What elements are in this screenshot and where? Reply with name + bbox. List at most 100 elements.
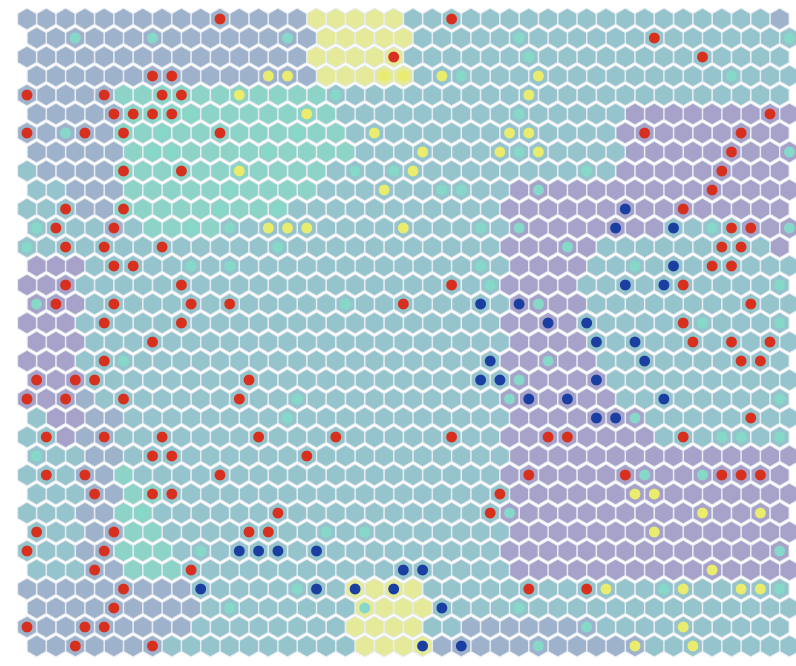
som-hex-cell — [470, 330, 491, 354]
som-hex-cell — [422, 615, 443, 639]
som-hex-cell — [238, 216, 259, 240]
som-hex-cell — [663, 596, 684, 620]
som-hex-cell — [615, 501, 636, 525]
som-node-marker — [475, 260, 486, 272]
som-hex-cell — [422, 463, 443, 487]
som-hex-cell — [644, 140, 665, 164]
som-hex-cell — [335, 330, 356, 354]
som-hex-cell — [200, 482, 221, 506]
som-node-marker — [166, 108, 178, 120]
som-node-marker — [98, 621, 110, 633]
som-hex-cell — [258, 444, 279, 468]
som-hex-cell — [200, 406, 221, 430]
som-hex-cell — [345, 425, 366, 449]
som-hex-cell — [682, 178, 703, 202]
som-hex-cell — [258, 178, 279, 202]
som-hex-cell — [422, 311, 443, 335]
som-hex-cell — [634, 501, 655, 525]
som-hex-cell — [412, 102, 433, 126]
som-hex-cell — [26, 634, 47, 658]
som-hex-cell — [45, 64, 66, 88]
som-hex-cell — [287, 235, 308, 259]
som-hex-cell — [316, 102, 337, 126]
som-hex-cell — [470, 140, 491, 164]
som-hex-cell — [374, 558, 395, 582]
som-node-marker — [629, 412, 641, 424]
som-hex-cell — [403, 577, 423, 601]
som-hex-cell — [229, 7, 250, 31]
som-hex-cell — [200, 26, 221, 50]
som-hex-cell — [460, 463, 481, 487]
som-hex-cell — [634, 7, 655, 31]
som-hex-cell — [557, 197, 578, 221]
som-hex-cell — [682, 406, 703, 430]
som-hex-cell — [489, 558, 510, 582]
som-hex-cell — [200, 140, 221, 164]
som-hex-cell — [171, 235, 192, 259]
som-hex-cell — [538, 235, 559, 259]
som-hex-cell — [258, 482, 279, 506]
som-hex-cell — [364, 501, 385, 525]
som-hex-cell — [682, 444, 703, 468]
som-hex-cell — [287, 7, 308, 31]
som-node-marker — [542, 431, 554, 443]
som-hex-cell — [470, 482, 491, 506]
som-hex-cell — [287, 197, 308, 221]
som-hex-cell — [721, 634, 742, 658]
som-hex-cell — [441, 159, 462, 183]
som-node-marker — [581, 317, 593, 329]
som-hex-cell — [267, 159, 288, 183]
som-hex-cell — [403, 501, 423, 525]
som-hex-cell — [17, 45, 37, 69]
som-hex-cell — [296, 406, 317, 430]
som-node-marker — [301, 108, 313, 120]
som-hex-cell — [354, 444, 375, 468]
som-hex-cell — [45, 558, 66, 582]
som-hex-cell — [132, 159, 153, 183]
som-hex-cell — [624, 596, 645, 620]
som-hex-cell — [451, 102, 472, 126]
som-node-marker — [31, 298, 42, 310]
som-hex-cell — [316, 406, 337, 430]
som-hex-cell — [74, 273, 95, 297]
som-hex-cell — [567, 64, 588, 88]
som-hex-cell — [403, 615, 423, 639]
som-hex-cell — [779, 330, 796, 354]
som-hex-cell — [567, 292, 588, 316]
som-node-marker — [233, 165, 245, 177]
som-hex-cell — [374, 254, 395, 278]
som-hex-cell — [393, 102, 414, 126]
som-hex-cell — [55, 159, 76, 183]
som-hex-cell — [94, 159, 115, 183]
som-node-marker — [523, 469, 535, 481]
som-hex-cell — [161, 558, 182, 582]
som-hex-cell — [45, 406, 66, 430]
som-hex-cell — [586, 634, 607, 658]
som-hex-cell — [760, 634, 781, 658]
som-node-marker — [581, 165, 593, 177]
som-node-marker — [108, 602, 120, 614]
som-node-marker — [716, 165, 728, 177]
som-hex-cell — [248, 501, 269, 525]
som-hex-cell — [567, 444, 588, 468]
som-hex-cell — [711, 577, 732, 601]
som-hex-cell — [528, 26, 549, 50]
som-hex-cell — [335, 520, 356, 544]
som-hex-cell — [94, 387, 115, 411]
som-hex-cell — [634, 159, 655, 183]
som-node-marker — [726, 336, 737, 348]
som-node-marker — [726, 70, 737, 82]
som-hex-cell — [518, 425, 539, 449]
som-node-marker — [610, 222, 621, 234]
som-hex-cell — [779, 292, 796, 316]
som-hex-cell — [258, 254, 279, 278]
som-hex-cell — [354, 140, 375, 164]
som-hex-cell — [267, 311, 288, 335]
som-hex-cell — [634, 539, 655, 563]
som-hex-cell — [17, 159, 37, 183]
som-hex-cell — [518, 197, 539, 221]
som-hex-cell — [335, 596, 356, 620]
som-hex-cell — [760, 596, 781, 620]
som-hex-cell — [152, 311, 173, 335]
som-hex-cell — [509, 482, 530, 506]
